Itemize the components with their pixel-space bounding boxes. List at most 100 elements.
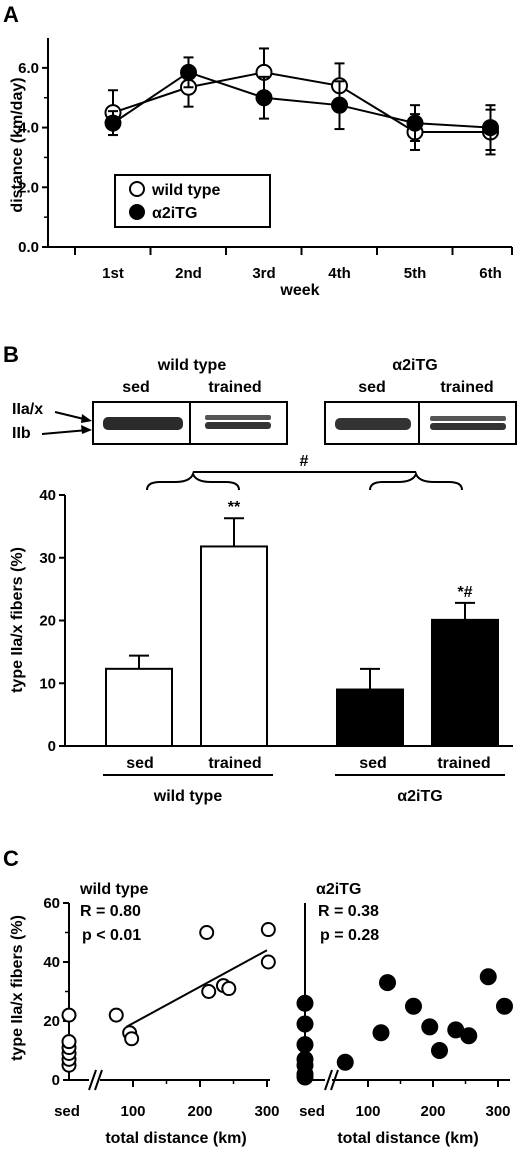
- scatter-stat-r-a2itg: R = 0.38: [318, 903, 379, 920]
- group-label-wild-type: wild type: [153, 788, 223, 805]
- blot-group-label-wild-type: wild type: [157, 357, 227, 374]
- scatter-stat-p-a2itg: p = 0.28: [320, 927, 379, 944]
- panel-b-y-tick-label: 40: [39, 487, 56, 504]
- series-line-wild-type: [112, 71, 491, 134]
- axis-break-mark: [94, 1069, 103, 1091]
- panel-b-y-axis-label: type IIa/x fibers (%): [9, 547, 26, 693]
- blot-lane-label-wt-sed: sed: [122, 379, 150, 396]
- panel-a-y-axis-label: distance (km/day): [9, 77, 26, 212]
- scatter-y-tick-label: 40: [43, 954, 60, 971]
- scatter-a2itg: 100 200 300 sed: [296, 903, 513, 1120]
- scatter-stat-p-wild-type: p < 0.01: [82, 927, 141, 944]
- data-point-a2itg: [406, 114, 424, 132]
- scatter-x-tick-label: 100: [355, 1103, 380, 1120]
- panel-a-ticks: 0.0 2.0 4.0 6.0 1st 2nd 3rd 4th 5th 6th: [18, 60, 513, 282]
- panel-a-x-axis-label: week: [279, 282, 319, 299]
- panel-a-y-tick-label: 0.0: [18, 239, 39, 256]
- scatter-title-wild-type: wild type: [79, 881, 149, 898]
- sed-data-point: [61, 1034, 77, 1050]
- group-significance-marker: #: [300, 453, 309, 470]
- panel-b-ticks: 0 10 20 30 40: [39, 487, 65, 755]
- scatter-data-point: [260, 954, 276, 970]
- scatter-data-point: [405, 997, 422, 1015]
- bar-0: [105, 667, 173, 748]
- panel-letter-a: A: [3, 2, 19, 27]
- panel-a-x-tick-label: 4th: [328, 265, 351, 282]
- scatter-x-tick-label: 200: [187, 1103, 212, 1120]
- scatter-data-point: [431, 1042, 448, 1059]
- legend-label-wild-type: wild type: [151, 182, 221, 199]
- scatter-x-tick-label: sed: [54, 1103, 80, 1120]
- panel-a-axes: [47, 38, 512, 248]
- panel-a-series: [104, 47, 499, 156]
- scatter-x-tick-label: 200: [420, 1103, 445, 1120]
- panel-a-x-tick-label: 6th: [479, 265, 502, 282]
- brace-a2itg: [369, 471, 463, 491]
- blot-band-label-iiax: IIa/x: [12, 401, 43, 418]
- panel-a-y-tick-label: 6.0: [18, 60, 39, 77]
- scatter-y-tick-label: 0: [52, 1072, 60, 1089]
- legend-marker-a2itg: [129, 204, 145, 220]
- panel-a-line-chart: 0.0 2.0 4.0 6.0 1st 2nd 3rd 4th 5th 6th distance …: [9, 38, 513, 299]
- scatter-x-tick-label: sed: [299, 1103, 325, 1120]
- data-point-a2itg: [255, 89, 273, 107]
- panel-b-bars: ** *#: [105, 499, 499, 748]
- scatter-x-label-a2itg: total distance (km): [337, 1130, 478, 1147]
- data-point-a2itg: [482, 119, 499, 137]
- scatter-x-tick-label: 300: [485, 1103, 510, 1120]
- panel-a-x-tick-label: 3rd: [252, 265, 275, 282]
- band-tg-sed: [335, 418, 411, 430]
- scatter-data-point: [260, 922, 276, 938]
- panel-a-y-tick-label: 4.0: [18, 120, 39, 137]
- blot-lane-label-tg-trained: trained: [440, 379, 493, 396]
- band-wt-trained-iiax: [205, 415, 271, 420]
- scatter-y-tick-label: 60: [43, 895, 60, 912]
- panel-b-western-blot: wild type α2iTG sed trained sed trained …: [12, 357, 517, 445]
- bar-significance-marker: **: [228, 499, 241, 516]
- data-point-a2itg: [104, 114, 122, 132]
- legend-marker-wild-type: [129, 181, 145, 197]
- band-tg-trained-iiax: [430, 416, 506, 421]
- sed-data-point: [296, 994, 314, 1012]
- panel-a-x-tick-label: 2nd: [175, 265, 202, 282]
- scatter-data-point: [336, 1053, 354, 1071]
- scatter-data-point: [108, 1007, 124, 1023]
- brace-wild-type: [146, 471, 240, 491]
- bar-label-tg-trained: trained: [437, 755, 490, 772]
- scatter-x-tick-label: 100: [120, 1103, 145, 1120]
- scatter-data-point: [221, 981, 237, 997]
- series-line-a2itg: [112, 71, 491, 129]
- data-point-a2itg: [180, 63, 197, 81]
- scatter-y-tick-label: 20: [43, 1013, 60, 1030]
- panel-b-y-tick-label: 30: [39, 550, 56, 567]
- sed-data-point: [296, 1050, 314, 1068]
- panel-c-scatter-plots: type IIa/x fibers (%) 0 20 40 60 100 200 300 se…: [9, 881, 513, 1147]
- blot-band-label-iib: IIb: [12, 425, 31, 442]
- axis-break-mark: [330, 1069, 339, 1091]
- scatter-stat-r-wild-type: R = 0.80: [80, 903, 141, 920]
- data-point-a2itg: [331, 96, 348, 114]
- panel-a-x-tick-label: 5th: [404, 265, 427, 282]
- band-wt-sed: [103, 417, 183, 430]
- bar-2: [336, 688, 404, 748]
- blot-group-label-a2itg: α2iTG: [392, 357, 437, 374]
- bar-3: [431, 618, 499, 747]
- bar-label-tg-sed: sed: [359, 755, 387, 772]
- panel-a-x-tick-label: 1st: [102, 265, 124, 282]
- scatter-x-tick-label: 300: [254, 1103, 279, 1120]
- sed-data-point: [296, 1015, 314, 1033]
- axis-break-mark: [324, 1069, 333, 1091]
- band-tg-trained-iib: [430, 423, 506, 430]
- scatter-data-point: [199, 925, 215, 940]
- regression-line: [125, 949, 268, 1028]
- scatter-wild-type: 0 20 40 60 100 200 300 sed: [43, 895, 279, 1120]
- axis-break-mark: [88, 1069, 97, 1091]
- scatter-data-point: [201, 984, 217, 999]
- panel-letter-b: B: [3, 342, 19, 367]
- sed-data-point: [61, 1007, 77, 1023]
- bar-1: [200, 545, 268, 748]
- arrow-iib: [41, 429, 89, 435]
- scatter-data-point: [124, 1031, 140, 1047]
- scatter-data-point: [496, 997, 513, 1015]
